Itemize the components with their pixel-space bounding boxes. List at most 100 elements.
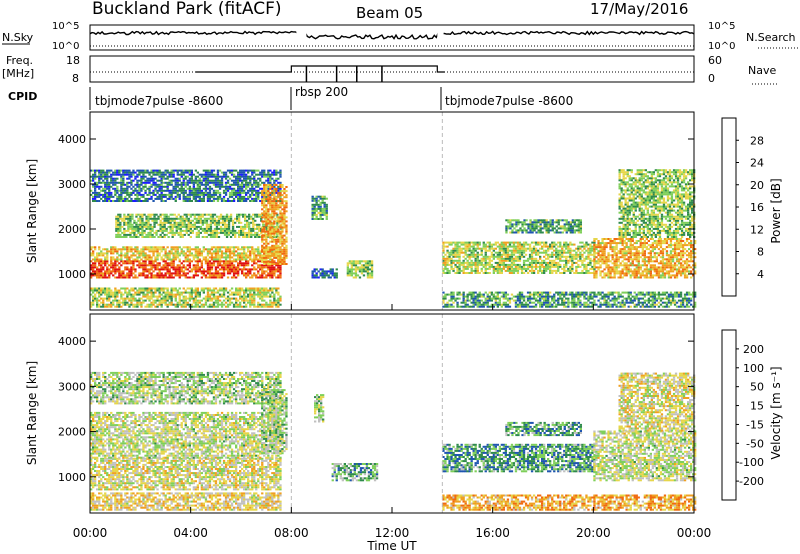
power-cell xyxy=(182,181,185,184)
power-cell xyxy=(210,305,214,308)
power-cell xyxy=(545,231,548,234)
power-cell xyxy=(557,241,560,244)
power-cell xyxy=(104,252,107,255)
power-cell xyxy=(509,225,512,228)
power-cell xyxy=(565,245,568,248)
power-cell xyxy=(512,243,516,246)
power-cell xyxy=(206,264,210,267)
power-cell xyxy=(150,293,153,296)
power-cell xyxy=(230,179,234,182)
power-cell xyxy=(131,213,134,216)
power-cell xyxy=(573,253,576,256)
power-cell xyxy=(184,195,187,198)
power-cell xyxy=(279,186,282,188)
power-cell xyxy=(265,264,268,267)
power-cell xyxy=(186,193,189,196)
power-cell xyxy=(456,253,459,256)
power-cell xyxy=(188,262,192,265)
power-cell xyxy=(225,229,229,232)
power-cell xyxy=(104,256,107,259)
power-cell xyxy=(182,193,185,196)
power-cell xyxy=(249,258,252,261)
power-cell xyxy=(142,289,145,292)
power-cell xyxy=(130,181,133,184)
power-cell xyxy=(168,262,171,265)
power-cell xyxy=(267,254,270,257)
power-cell xyxy=(446,241,449,244)
power-cell xyxy=(257,272,260,275)
power-cell xyxy=(195,225,199,228)
power-cell xyxy=(196,185,200,188)
power-cell xyxy=(587,261,590,264)
power-cell xyxy=(187,213,190,216)
power-cell xyxy=(126,297,129,300)
power-cell xyxy=(102,200,105,202)
power-cell xyxy=(132,266,135,269)
power-cell xyxy=(235,191,238,194)
power-cell xyxy=(122,187,125,190)
power-cell xyxy=(140,187,143,190)
power-cell xyxy=(579,265,582,268)
power-cell xyxy=(269,260,272,263)
power-cell xyxy=(176,181,179,184)
power-cell xyxy=(146,293,149,296)
power-cell xyxy=(488,265,491,268)
power-cell xyxy=(135,213,138,216)
power-cell xyxy=(90,260,93,263)
power-cell xyxy=(216,248,220,251)
power-cell xyxy=(474,257,477,260)
power-cell xyxy=(531,229,534,232)
power-cell xyxy=(200,272,204,275)
power-cell xyxy=(488,257,491,260)
power-cell xyxy=(283,192,286,195)
power-cell xyxy=(209,227,213,230)
power-cell xyxy=(167,236,170,238)
power-cell xyxy=(226,262,230,265)
power-cell xyxy=(511,231,514,234)
power-cell xyxy=(122,169,125,172)
power-cell xyxy=(149,215,152,218)
power-cell xyxy=(136,183,139,186)
power-cell xyxy=(173,223,176,226)
power-cell xyxy=(124,246,127,249)
power-cell xyxy=(519,221,522,224)
power-cell xyxy=(138,179,141,182)
power-cell xyxy=(593,241,596,244)
power-cell xyxy=(460,249,463,252)
power-cell xyxy=(283,190,286,193)
power-cell xyxy=(267,232,270,235)
power-cell xyxy=(218,183,222,186)
power-cell xyxy=(165,219,168,222)
power-cell xyxy=(178,179,181,182)
power-cell xyxy=(470,267,473,270)
power-cell xyxy=(239,177,242,180)
power-cell xyxy=(143,223,146,226)
power-cell xyxy=(506,247,510,250)
power-cell xyxy=(502,243,506,246)
power-cell xyxy=(237,173,240,176)
power-cell xyxy=(134,270,137,273)
power-cell xyxy=(539,219,542,222)
power-cell xyxy=(265,216,268,219)
power-cell xyxy=(273,274,276,277)
power-cell xyxy=(571,259,574,262)
power-cell xyxy=(104,197,107,200)
power-cell xyxy=(535,231,538,234)
power-cell xyxy=(528,257,532,260)
power-cell xyxy=(543,245,546,248)
power-cell xyxy=(265,252,268,255)
power-cell xyxy=(220,171,224,174)
power-cell xyxy=(245,169,248,172)
power-cell xyxy=(531,231,534,234)
power-cell xyxy=(131,227,134,230)
power-cell xyxy=(573,243,576,246)
power-cell xyxy=(194,193,198,196)
power-cell xyxy=(484,267,487,270)
power-cell xyxy=(90,175,93,178)
power-cell xyxy=(448,251,451,254)
power-cell xyxy=(92,177,95,180)
power-cell xyxy=(98,272,101,275)
power-cell xyxy=(559,255,562,258)
power-cell xyxy=(137,231,140,234)
power-cell xyxy=(267,222,270,225)
